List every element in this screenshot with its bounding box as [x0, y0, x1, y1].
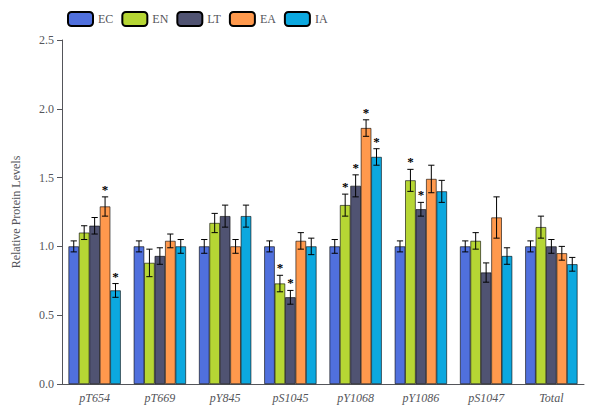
svg-text:*: * [287, 275, 294, 290]
svg-text:1.0: 1.0 [39, 239, 54, 253]
svg-text:Relative Protein Levels: Relative Protein Levels [9, 155, 23, 268]
svg-text:pT654: pT654 [78, 391, 110, 405]
svg-text:*: * [112, 269, 119, 284]
svg-text:LT: LT [207, 12, 221, 26]
svg-text:EC: EC [98, 12, 113, 26]
svg-text:*: * [373, 134, 380, 149]
svg-text:2.0: 2.0 [39, 102, 54, 116]
svg-text:pY1068: pY1068 [336, 391, 374, 405]
svg-text:pT669: pT669 [144, 391, 176, 405]
svg-text:*: * [352, 160, 359, 175]
svg-text:1.5: 1.5 [39, 171, 54, 185]
svg-text:pS1047: pS1047 [467, 391, 505, 405]
svg-text:0.5: 0.5 [39, 308, 54, 322]
svg-text:pS1045: pS1045 [271, 391, 308, 405]
svg-text:*: * [342, 179, 349, 194]
svg-text:*: * [418, 187, 425, 202]
svg-text:0.0: 0.0 [39, 377, 54, 391]
svg-text:*: * [407, 154, 414, 169]
svg-text:*: * [102, 182, 109, 197]
svg-text:pY845: pY845 [209, 391, 241, 405]
svg-text:EA: EA [260, 12, 276, 26]
svg-text:EN: EN [152, 12, 168, 26]
svg-text:*: * [277, 260, 284, 275]
svg-text:pY1086: pY1086 [402, 391, 440, 405]
svg-text:2.5: 2.5 [39, 33, 54, 47]
svg-text:*: * [363, 105, 370, 120]
svg-text:IA: IA [315, 12, 328, 26]
svg-text:Total: Total [539, 391, 564, 405]
